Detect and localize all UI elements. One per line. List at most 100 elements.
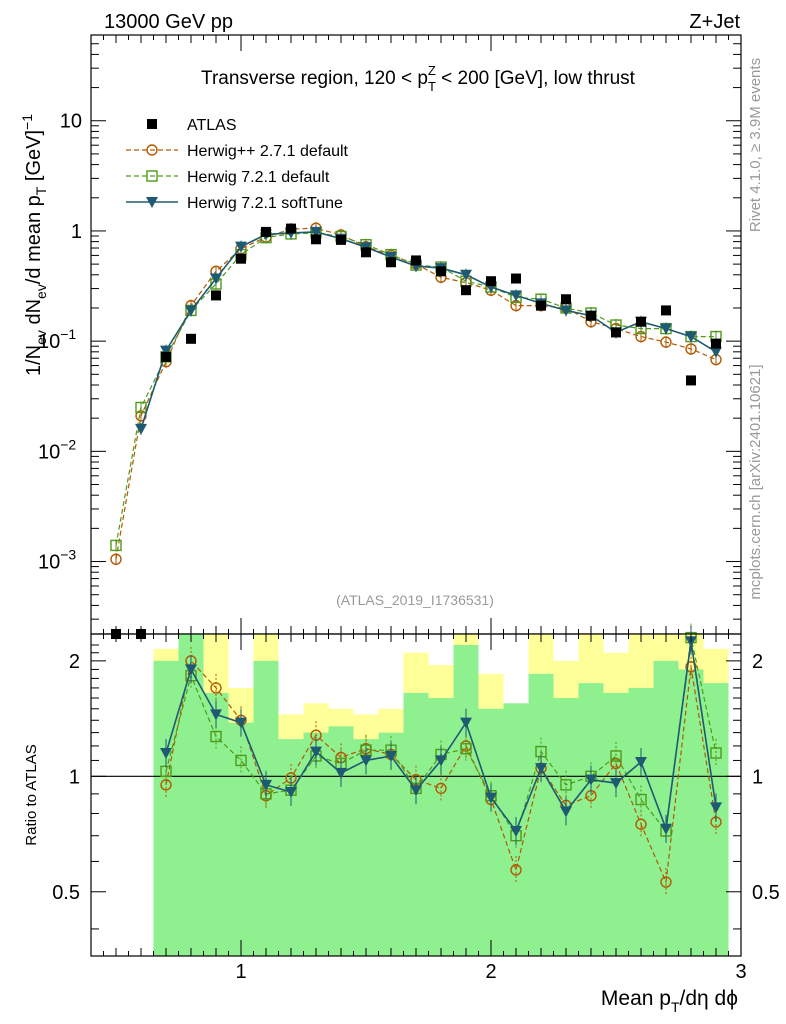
ratio-point-softtune bbox=[410, 785, 422, 797]
ratio-marks bbox=[91, 623, 741, 897]
ratio-panel: 0.5 0.5 1 1 2 2 1 2 3 bbox=[52, 623, 780, 983]
x-tick-label: 1 bbox=[235, 961, 246, 983]
data-point-atlas bbox=[311, 234, 321, 245]
x-tick-label: 2 bbox=[485, 961, 496, 983]
ratio-point-softtune bbox=[710, 802, 722, 814]
data-point-atlas bbox=[261, 226, 271, 237]
ratio-point-herwig721 bbox=[610, 750, 622, 762]
data-point-softtune bbox=[160, 345, 172, 357]
rivet-version-label: Rivet 4.1.0, ≥ 3.9M events bbox=[747, 58, 764, 232]
data-point-atlas bbox=[336, 234, 346, 245]
mcplots-credit-label: mcplots.cern.ch [arXiv:2401.10621] bbox=[747, 364, 764, 599]
uncertainty-band-green bbox=[253, 660, 279, 956]
uncertainty-band-green bbox=[178, 634, 204, 956]
legend-label-herwigpp: Herwig++ 2.7.1 default bbox=[187, 143, 349, 160]
data-point-softtune bbox=[310, 226, 322, 238]
data-point-atlas bbox=[511, 273, 521, 284]
data-point-atlas bbox=[586, 310, 596, 321]
main-title: Transverse region, 120 < pTZ < 200 [GeV]… bbox=[201, 63, 636, 94]
data-point-atlas bbox=[686, 375, 696, 386]
y-tick-label: 1 bbox=[71, 221, 82, 243]
data-point-softtune bbox=[460, 269, 472, 281]
data-point-atlas bbox=[486, 276, 496, 287]
ratio-y-tick-label-right: 1 bbox=[752, 766, 763, 788]
ratio-point-softtune bbox=[260, 779, 272, 791]
ratio-point-softtune bbox=[335, 768, 347, 780]
series-line-herwigpp bbox=[115, 227, 717, 560]
data-point-atlas bbox=[236, 253, 246, 264]
ratio-point-softtune bbox=[585, 774, 597, 786]
legend-label-atlas: ATLAS bbox=[187, 117, 237, 134]
legend-label-softtune: Herwig 7.2.1 softTune bbox=[187, 195, 343, 212]
data-point-atlas bbox=[361, 247, 371, 258]
data-point-atlas bbox=[536, 300, 546, 311]
legend: ATLAS Herwig++ 2.7.1 default Herwig 7.2.1 … bbox=[126, 117, 349, 212]
uncertainty-band-green bbox=[278, 739, 304, 956]
ratio-point-herwigpp bbox=[210, 682, 222, 694]
data-point-softtune bbox=[235, 241, 247, 253]
analysis-watermark: (ATLAS_2019_I1736531) bbox=[336, 592, 494, 608]
y-tick-label: 10−3 bbox=[38, 547, 76, 574]
ratio-point-softtune bbox=[535, 763, 547, 775]
ratio-y-tick-label: 2 bbox=[69, 651, 80, 673]
main-ticks: 10−3 10−2 10−1 1 10 bbox=[38, 34, 742, 634]
ratio-ticks: 0.5 0.5 1 1 2 2 1 2 3 bbox=[52, 634, 780, 983]
uncertainty-band-green bbox=[628, 687, 654, 956]
data-point-atlas bbox=[186, 333, 196, 344]
x-tick-label: 3 bbox=[735, 961, 746, 983]
ratio-y-tick-label-right: 0.5 bbox=[752, 882, 780, 904]
ratio-point-herwigpp bbox=[160, 779, 172, 791]
data-point-softtune bbox=[135, 423, 147, 435]
uncertainty-band-green bbox=[528, 673, 554, 956]
ratio-point-softtune bbox=[485, 792, 497, 804]
data-point-herwigpp bbox=[110, 553, 122, 565]
data-point-atlas bbox=[661, 305, 671, 316]
uncertainty-band-green bbox=[153, 660, 179, 956]
ratio-point-herwig721 bbox=[235, 754, 247, 767]
legend-marker-softtune bbox=[146, 197, 158, 208]
ratio-point-softtune bbox=[185, 664, 197, 676]
series-line-herwig721 bbox=[115, 232, 716, 546]
ratio-point-softtune bbox=[385, 750, 397, 762]
data-point-atlas bbox=[611, 327, 621, 338]
ratio-point-herwig721 bbox=[460, 743, 472, 755]
ratio-point-herwigpp bbox=[510, 864, 522, 876]
data-point-herwigpp bbox=[660, 336, 672, 348]
ratio-point-herwigpp bbox=[635, 818, 647, 830]
data-point-softtune bbox=[560, 305, 572, 317]
uncertainty-band-green bbox=[353, 739, 379, 956]
ratio-point-herwigpp bbox=[435, 782, 447, 795]
uncertainty-band-green bbox=[578, 683, 604, 956]
main-panel: 10−3 10−2 10−1 1 10 Transverse region, 120 <… bbox=[38, 34, 742, 639]
ratio-point-herwigpp bbox=[660, 876, 672, 888]
header-energy-label: 13000 GeV pp bbox=[104, 11, 233, 33]
ratio-line-herwigpp bbox=[165, 659, 717, 885]
data-point-herwig721 bbox=[135, 401, 147, 414]
x-axis-label: Mean pT/dη dϕ bbox=[601, 987, 738, 1015]
data-point-atlas bbox=[436, 266, 446, 277]
y-tick-label: 10 bbox=[60, 111, 82, 133]
ratio-point-softtune bbox=[210, 709, 222, 721]
ratio-y-axis-label: Ratio to ATLAS bbox=[23, 744, 40, 845]
data-point-softtune bbox=[185, 305, 197, 317]
data-point-atlas bbox=[286, 223, 296, 234]
y-tick-label: 10−2 bbox=[38, 436, 76, 463]
data-point-atlas bbox=[211, 290, 221, 301]
ratio-point-herwig721 bbox=[635, 793, 647, 806]
data-point-atlas bbox=[711, 338, 721, 349]
data-point-softtune bbox=[710, 346, 722, 358]
ratio-y-tick-label: 1 bbox=[69, 766, 80, 788]
data-point-atlas bbox=[386, 257, 396, 268]
ratio-point-softtune bbox=[285, 787, 297, 799]
uncertainty-band-green bbox=[403, 692, 429, 956]
uncertainty-band-green bbox=[228, 722, 254, 956]
ratio-point-softtune bbox=[610, 778, 622, 790]
data-point-atlas bbox=[161, 351, 171, 362]
uncertainty-band-green bbox=[553, 698, 579, 956]
header-process-label: Z+Jet bbox=[689, 11, 740, 33]
ratio-y-tick-label-right: 2 bbox=[752, 651, 763, 673]
ratio-point-softtune bbox=[660, 823, 672, 835]
main-marks bbox=[110, 222, 722, 639]
ratio-point-softtune bbox=[160, 748, 172, 760]
